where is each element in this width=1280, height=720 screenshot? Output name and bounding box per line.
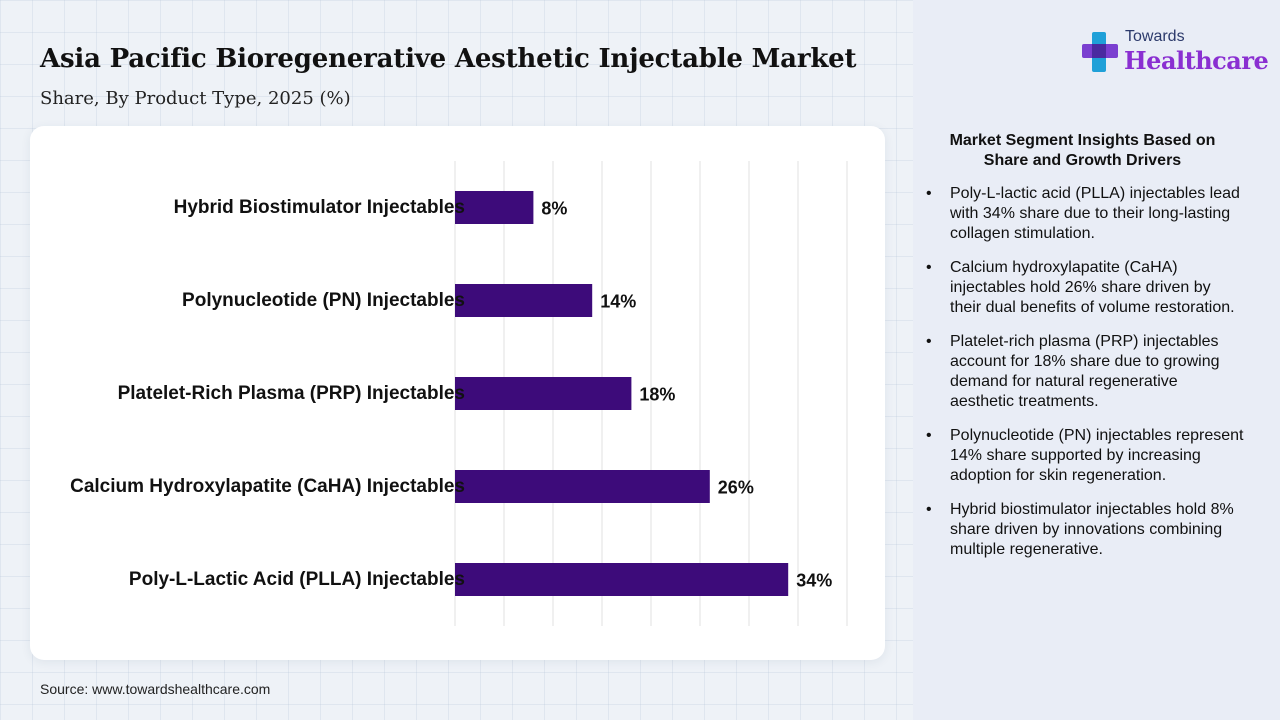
bar-value-label: 14% [600,292,636,312]
insight-item: Calcium hydroxylapatite (CaHA) injectabl… [926,258,1246,318]
insights-list: Poly-L-lactic acid (PLLA) injectables le… [926,184,1246,574]
insight-item: Poly-L-lactic acid (PLLA) injectables le… [926,184,1246,244]
bar-value-label: 18% [639,385,675,405]
bar-chart: 8% 14% 18% 26% 34% [454,161,848,626]
bar [455,377,632,410]
chart-subtitle: Share, By Product Type, 2025 (%) [40,88,351,109]
plus-cross-logo-icon [1082,32,1118,72]
category-label: Platelet-Rich Plasma (PRP) Injectables [117,382,465,404]
category-label: Polynucleotide (PN) Injectables [182,289,465,311]
bar-value-label: 8% [541,199,567,219]
insight-item: Hybrid biostimulator injectables hold 8%… [926,500,1246,560]
insight-item: Polynucleotide (PN) injectables represen… [926,426,1246,486]
chart-card: 8% 14% 18% 26% 34% Hybrid Biostimulator Inje… [30,126,885,660]
logo-main-text: Healthcare [1124,46,1269,75]
category-label: Calcium Hydroxylapatite (CaHA) Injectabl… [70,475,465,497]
towards-healthcare-logo[interactable]: Towards Healthcare [1080,26,1269,78]
insights-heading: Market Segment Insights Based on Share a… [949,132,1216,169]
chart-title: Asia Pacific Bioregenerative Aesthetic I… [40,44,857,74]
bar [455,191,534,224]
insight-item: Platelet-rich plasma (PRP) injectables a… [926,332,1246,412]
bar [455,284,593,317]
bar [455,470,710,503]
bar-value-label: 34% [796,571,832,591]
category-label: Hybrid Biostimulator Injectables [173,196,465,218]
source-note: Source: www.towardshealthcare.com [40,681,271,697]
bar-value-label: 26% [718,478,754,498]
logo-top-text: Towards [1125,28,1185,45]
category-label: Poly-L-Lactic Acid (PLLA) Injectables [128,568,465,590]
bar [455,563,789,596]
